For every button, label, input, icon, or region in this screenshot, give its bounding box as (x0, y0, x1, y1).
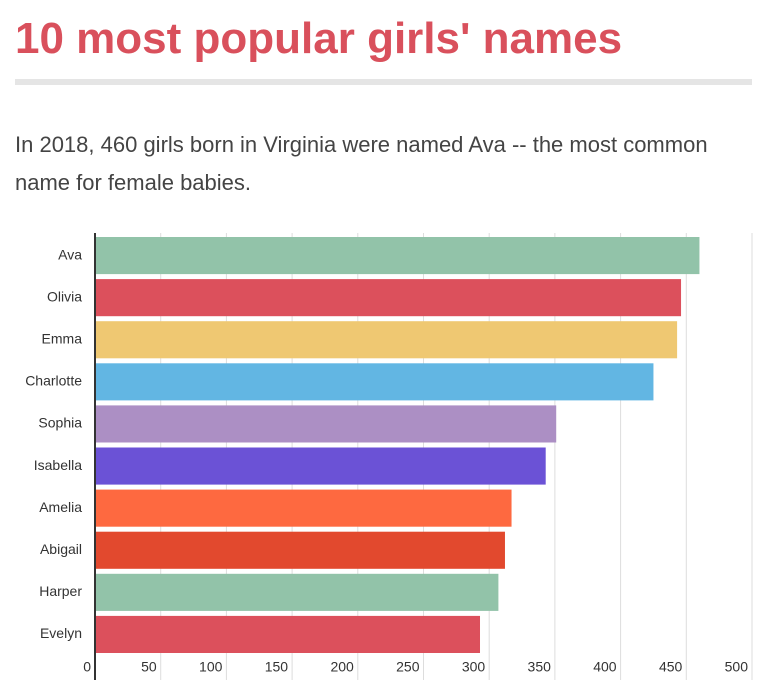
y-tick-label: Olivia (47, 288, 82, 304)
bar (95, 363, 654, 401)
bar (95, 447, 546, 485)
y-tick-label: Sophia (38, 415, 82, 431)
y-tick-label: Isabella (34, 457, 82, 473)
x-tick-label: 100 (199, 659, 223, 675)
x-tick-label: 450 (659, 659, 683, 675)
bar (95, 321, 678, 359)
x-tick-label: 250 (396, 659, 420, 675)
bar (95, 531, 505, 569)
x-tick-label: 200 (330, 659, 354, 675)
x-tick-label: 50 (141, 659, 157, 675)
x-tick-label: 300 (462, 659, 486, 675)
x-tick-label: 500 (725, 659, 749, 675)
bar (95, 237, 700, 275)
y-tick-label: Ava (58, 246, 82, 262)
title-rule (15, 79, 752, 85)
y-tick-label: Charlotte (25, 373, 82, 389)
y-tick-label: Harper (39, 583, 82, 599)
x-tick-label: 350 (528, 659, 552, 675)
chart-title: 10 most popular girls' names (15, 14, 623, 63)
x-tick-label: 150 (265, 659, 289, 675)
chart-subtitle: In 2018, 460 girls born in Virginia were… (15, 132, 708, 195)
x-tick-label: 400 (593, 659, 617, 675)
bar (95, 573, 499, 611)
bar (95, 615, 481, 653)
y-tick-label: Emma (42, 330, 83, 346)
bar (95, 279, 682, 317)
y-tick-label: Amelia (39, 499, 82, 515)
y-tick-label: Abigail (40, 541, 82, 557)
x-tick-label: 0 (83, 659, 91, 675)
bar (95, 405, 557, 443)
y-tick-label: Evelyn (40, 625, 82, 641)
bar (95, 489, 512, 527)
